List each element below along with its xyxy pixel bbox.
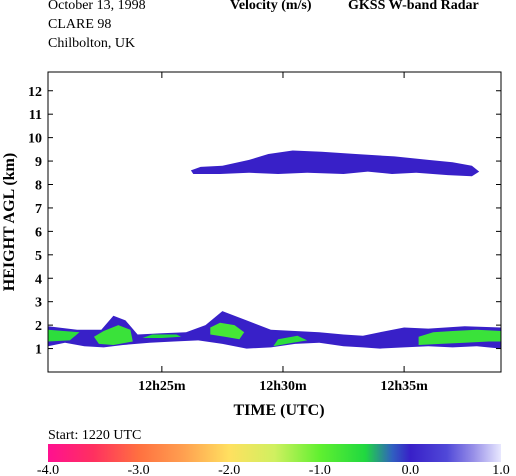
y-tick-label: 11 <box>29 108 42 123</box>
y-tick-label: 3 <box>35 296 42 311</box>
start-label: Start: 1220 UTC <box>48 428 141 443</box>
x-axis-title: TIME (UTC) <box>233 402 324 419</box>
echo-low-cloud-blue <box>48 311 501 349</box>
echo-low-cloud-green-c <box>142 334 182 338</box>
x-tick-label: 12h35m <box>380 379 428 394</box>
colorbar <box>48 444 501 462</box>
echo-low-cloud-green-d <box>210 322 245 340</box>
colorbar-tick-label: -2.0 <box>218 463 240 476</box>
y-tick-label: 4 <box>35 272 42 287</box>
y-tick-label: 10 <box>28 132 42 147</box>
y-tick-label: 5 <box>35 249 42 264</box>
echo-low-cloud-green-e <box>273 335 308 347</box>
colorbar-tick-label: -1.0 <box>309 463 331 476</box>
colorbar-tick-label: -4.0 <box>37 463 59 476</box>
x-tick-label: 12h25m <box>138 379 186 394</box>
y-tick-label: 1 <box>35 343 42 358</box>
colorbar-tick-label: 1.0 <box>492 463 510 476</box>
y-tick-label: 7 <box>35 202 42 217</box>
echo-low-cloud-green-a <box>48 329 80 342</box>
y-tick-label: 12 <box>28 85 42 100</box>
x-tick-label: 12h30m <box>259 379 307 394</box>
y-tick-label: 2 <box>35 319 42 334</box>
echo-low-cloud-green-b <box>94 325 133 345</box>
y-tick-label: 6 <box>35 225 42 240</box>
location-label: Chilbolton, UK <box>48 36 136 51</box>
y-tick-label: 9 <box>35 155 42 170</box>
plot-frame <box>47 71 502 373</box>
colorbar-tick-label: -3.0 <box>128 463 150 476</box>
y-tick-label: 8 <box>35 179 42 194</box>
echo-upper-cloud <box>190 150 480 177</box>
date-label: October 13, 1998 <box>48 0 146 13</box>
campaign-label: CLARE 98 <box>48 17 112 32</box>
echo-low-cloud-green-f <box>418 329 501 345</box>
y-axis-title: HEIGHT AGL (km) <box>1 153 18 291</box>
instrument-label: GKSS W-band Radar <box>348 0 479 13</box>
colorbar-tick-label: 0.0 <box>402 463 420 476</box>
quantity-label: Velocity (m/s) <box>230 0 312 13</box>
